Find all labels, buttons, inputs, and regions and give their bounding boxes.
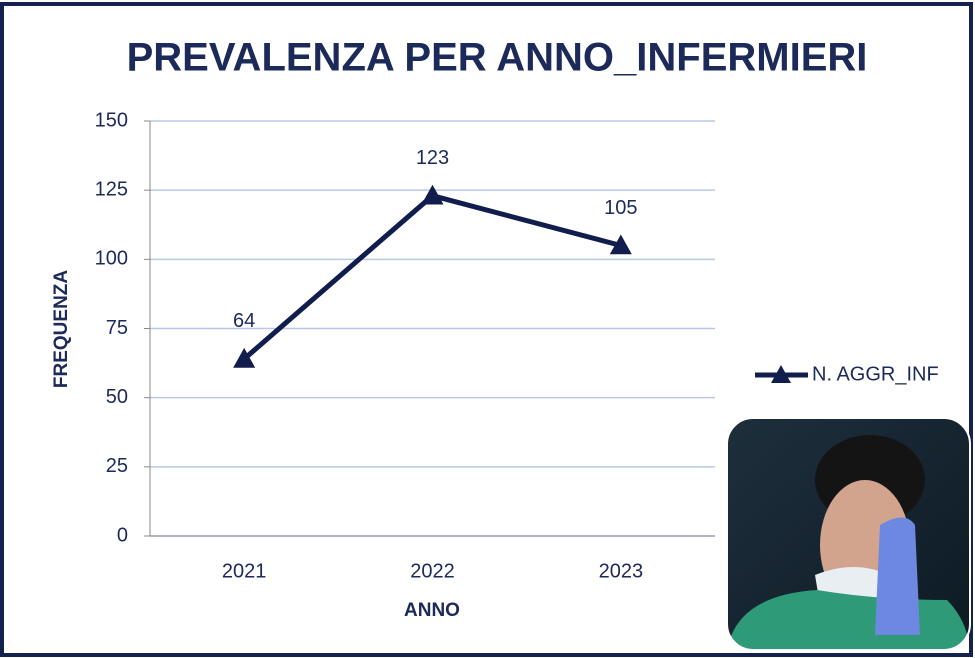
x-tick-label: 2023 [599, 560, 644, 582]
y-tick-label: 25 [106, 455, 128, 477]
y-tick-label: 150 [95, 109, 128, 131]
y-tick-label: 125 [95, 178, 128, 200]
x-tick-label: 2021 [222, 560, 267, 582]
y-tick-label: 50 [106, 386, 128, 408]
x-axis-label: ANNO [404, 600, 460, 621]
y-tick-label: 75 [106, 317, 128, 339]
legend-label: N. AGGR_INF [812, 363, 939, 385]
data-label: 64 [233, 310, 255, 332]
x-tick-label: 2022 [410, 560, 455, 582]
y-tick-label: 0 [117, 524, 128, 546]
data-label: 105 [604, 197, 637, 219]
chart-title: PREVALENZA PER ANNO_INFERMIERI [127, 36, 868, 80]
y-tick-label: 100 [95, 248, 128, 270]
chart: PREVALENZA PER ANNO_INFERMIERI FREQUENZA… [0, 0, 975, 658]
data-label: 123 [416, 147, 449, 169]
y-axis-label: FREQUENZA [51, 270, 72, 389]
photo [727, 418, 970, 650]
